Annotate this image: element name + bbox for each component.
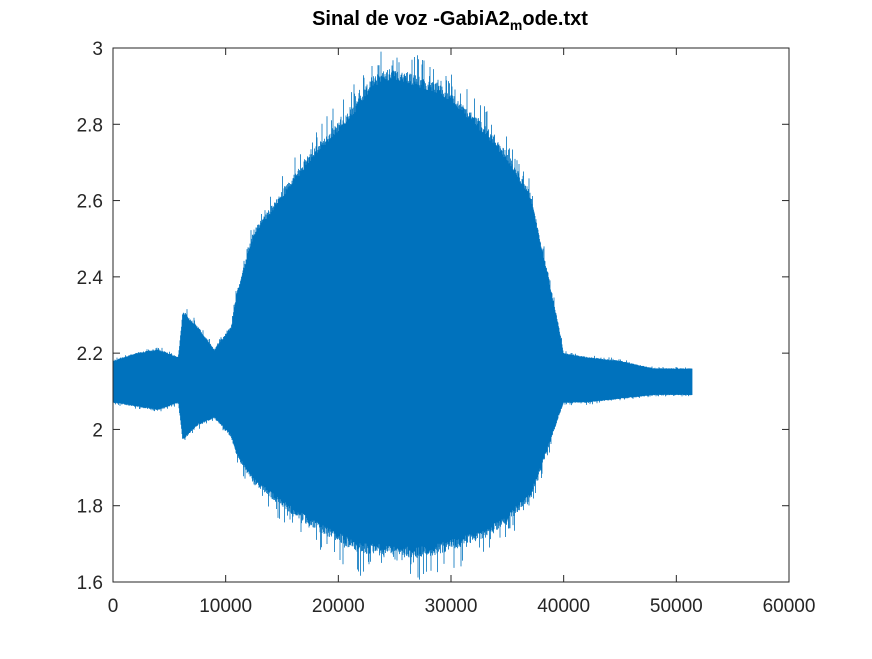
chart-title-main: Sinal de voz -GabiA2 — [312, 8, 510, 30]
axes: 0 10000 20000 30000 40000 50000 60000 1.6 1.8 2 2.… — [77, 39, 816, 617]
y-tick-label: 2 — [92, 420, 103, 441]
y-tick-label: 1.6 — [77, 573, 103, 594]
x-tick-label: 20000 — [312, 596, 365, 617]
y-tick-label: 2.4 — [77, 268, 104, 289]
y-tick-label: 1.8 — [77, 497, 103, 518]
plot-area — [112, 48, 789, 582]
y-tick-label: 2.2 — [77, 344, 103, 365]
y-tick-label: 2.6 — [77, 192, 103, 213]
y-tick-label: 2.8 — [77, 115, 103, 136]
x-tick-label: 50000 — [650, 596, 703, 617]
x-tick-label: 40000 — [537, 596, 590, 617]
y-tick-label: 3 — [92, 39, 103, 60]
chart-title: Sinal de voz -GabiA2mode.txt — [312, 8, 588, 33]
x-tick-label: 60000 — [763, 596, 816, 617]
x-tick-label: 30000 — [425, 596, 478, 617]
chart-title-subscript: m — [510, 17, 522, 33]
x-tick-label: 10000 — [199, 596, 252, 617]
chart-title-suffix: ode.txt — [522, 8, 588, 30]
x-tick-label: 0 — [108, 596, 119, 617]
